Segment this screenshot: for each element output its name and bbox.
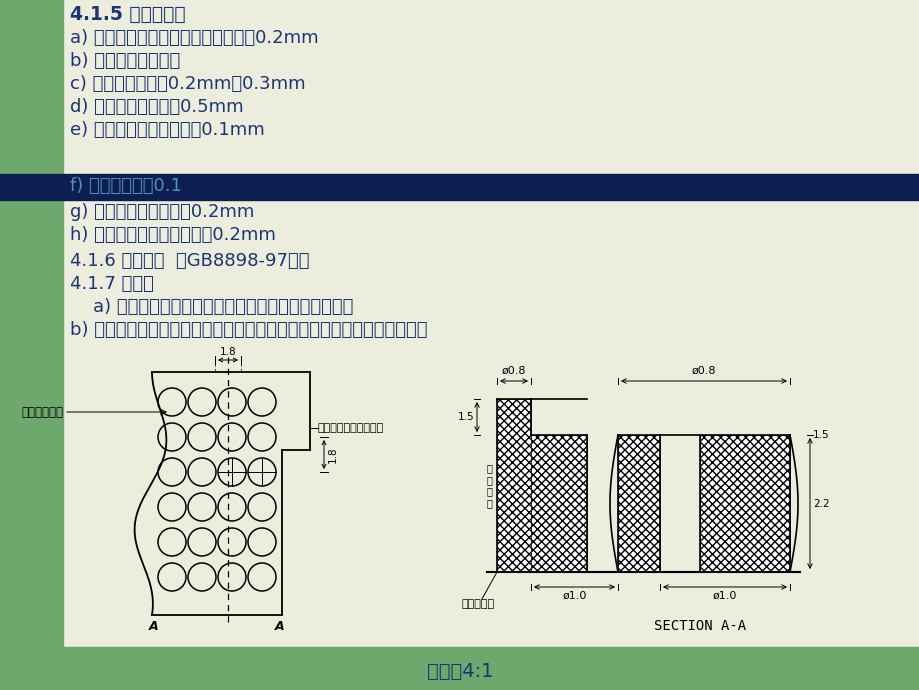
Text: f) 平整度间差：0.1: f) 平整度间差：0.1 (70, 177, 182, 195)
Text: ø0.8: ø0.8 (691, 366, 716, 376)
Bar (0, 0, 62, 690)
Text: 1.8: 1.8 (328, 446, 337, 463)
Text: ø1.0: ø1.0 (562, 591, 586, 601)
Bar (530, 435, 586, 572)
Text: ø0.8: ø0.8 (501, 366, 526, 376)
Text: c) 与机芯配合间隙0.2mm～0.3mm: c) 与机芯配合间隙0.2mm～0.3mm (70, 75, 305, 93)
Text: g) 与提手配合间隙单辰0.2mm: g) 与提手配合间隙单辰0.2mm (70, 203, 254, 221)
Text: 1.5: 1.5 (457, 412, 473, 422)
Text: e) 与导光柱配合间隙单辰0.1mm: e) 与导光柱配合间隙单辰0.1mm (70, 121, 265, 139)
Text: ø1.0: ø1.0 (712, 591, 736, 601)
Text: a) 扬声器固定考虑减振措施，以消除机振和微音效应: a) 扬声器固定考虑减振措施，以消除机振和微音效应 (70, 298, 353, 316)
Text: A: A (275, 620, 285, 633)
Text: 4.1.5 间隙问题：: 4.1.5 间隙问题： (70, 5, 186, 24)
Text: 扬声器出声区域为通孔: 扬声器出声区域为通孔 (318, 423, 384, 433)
Text: 面
框
壁
厚: 面 框 壁 厚 (485, 463, 492, 508)
Text: a) 与电源按鈕和小门最小配合处单辰0.2mm: a) 与电源按鈕和小门最小配合处单辰0.2mm (70, 29, 318, 47)
Text: 面框外表面: 面框外表面 (461, 599, 494, 609)
Text: 1.5: 1.5 (812, 430, 829, 440)
Text: d) 与后盖配合间隙＜0.5mm: d) 与后盖配合间隙＜0.5mm (70, 98, 244, 116)
Bar (496, 399, 530, 572)
Bar (0, 174, 919, 200)
Text: 4.1.6 安全性：  按GB8898-97规定: 4.1.6 安全性： 按GB8898-97规定 (70, 252, 309, 270)
Text: 1.8: 1.8 (220, 347, 236, 357)
Text: SECTION A-A: SECTION A-A (653, 619, 745, 633)
Text: A: A (149, 620, 159, 633)
Text: 比例：4:1: 比例：4:1 (426, 662, 493, 681)
Text: b) 按键配合不得卡死: b) 按键配合不得卡死 (70, 52, 180, 70)
Bar (618, 435, 659, 572)
Text: 2.2: 2.2 (812, 498, 829, 509)
Text: 面框盲孔区域: 面框盲孔区域 (21, 406, 62, 419)
Text: 4.1.7 其它：: 4.1.7 其它： (70, 275, 153, 293)
Text: b) 为满足声性能和外观视觉效果要求，注塑成型的喇叭圆孔尺寸如下图：: b) 为满足声性能和外观视觉效果要求，注塑成型的喇叭圆孔尺寸如下图： (70, 321, 427, 339)
Bar (0, 647, 919, 690)
Text: h) 与后盖螺钉柱配合间隙为0.2mm: h) 与后盖螺钉柱配合间隙为0.2mm (70, 226, 276, 244)
Bar (699, 435, 789, 572)
